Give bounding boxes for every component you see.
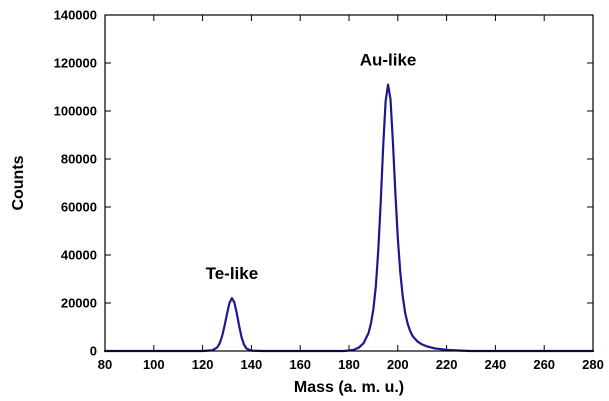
x-tick-label: 100 [143,357,165,372]
x-tick-label: 280 [582,357,604,372]
peak-annotation: Au-like [360,50,417,69]
x-tick-label: 180 [338,357,360,372]
y-tick-label: 140000 [54,8,97,23]
x-tick-label: 160 [289,357,311,372]
x-tick-label: 200 [387,357,409,372]
y-ticks [105,14,593,352]
y-tick-label: 100000 [54,104,97,119]
annotations: Te-like Au-like [206,50,417,283]
x-tick-label: 260 [533,357,555,372]
y-tick-label: 20000 [61,296,97,311]
y-tick-label: 0 [90,344,97,359]
x-ticks [104,15,594,351]
plot-frame [104,14,594,352]
y-tick-label: 120000 [54,56,97,71]
y-tick-labels: 0 20000 40000 60000 80000 100000 120000 140000 [54,8,97,359]
x-tick-label: 220 [436,357,458,372]
y-tick-label: 80000 [61,152,97,167]
x-tick-labels: 80 100 120 140 160 180 200 220 240 260 280 [98,357,604,372]
data-series-line [103,83,595,353]
peak-annotation: Te-like [206,264,259,283]
x-tick-label: 80 [98,357,112,372]
x-axis-title: Mass (a. m. u.) [294,379,404,396]
y-axis-title: Counts [10,155,27,210]
x-tick-label: 120 [192,357,214,372]
y-tick-label: 40000 [61,248,97,263]
x-tick-label: 140 [241,357,263,372]
x-tick-label: 240 [485,357,507,372]
y-tick-label: 60000 [61,200,97,215]
